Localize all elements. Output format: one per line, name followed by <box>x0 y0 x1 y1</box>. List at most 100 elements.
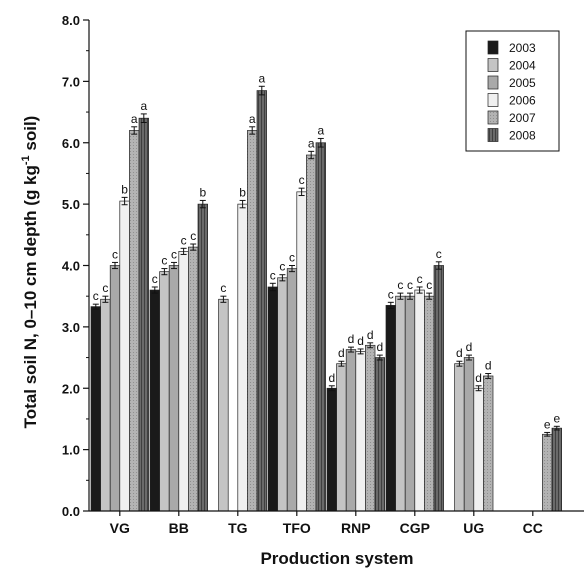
significance-letter: c <box>161 254 167 268</box>
y-tick-label: 0.0 <box>62 504 80 519</box>
x-axis-category-labels: VG BB TG TFO RNP CGP UG CC <box>110 511 543 536</box>
significance-letter: b <box>199 185 206 199</box>
significance-letter: c <box>220 281 226 295</box>
x-axis-title: Production system <box>260 549 413 568</box>
significance-letter: c <box>289 251 295 265</box>
y-tick-label: 3.0 <box>62 320 80 335</box>
legend-label-2008: 2008 <box>509 129 536 143</box>
bar-rnp-2003 <box>326 387 337 512</box>
significance-letter: d <box>357 334 364 348</box>
bar-bb-2003 <box>149 289 160 512</box>
significance-letter: d <box>367 328 374 342</box>
bar-cgp-2005 <box>404 295 416 512</box>
bar-rnp-2007 <box>365 344 376 512</box>
significance-letter: c <box>279 260 285 274</box>
y-tick-label: 7.0 <box>62 74 80 89</box>
bar-rnp-2005 <box>345 349 357 512</box>
bar-ug-2007 <box>483 375 494 512</box>
y-tick-label: 6.0 <box>62 136 80 151</box>
bar-vg-2005 <box>109 265 121 512</box>
y-axis-title-end: soil) <box>21 116 40 156</box>
bar-tg-2004 <box>218 298 229 512</box>
legend-swatch-2005 <box>487 75 499 90</box>
bar-tfo-2004 <box>277 277 288 512</box>
bar-tg-2006 <box>237 203 248 512</box>
y-axis-title-main: Total soil N, 0–10 cm depth (g kg <box>21 165 40 428</box>
significance-letter: c <box>93 289 99 303</box>
significance-letter: c <box>299 173 305 187</box>
y-tick-label: 5.0 <box>62 197 80 212</box>
bar-tg-2007 <box>247 130 258 512</box>
significance-letter: d <box>456 346 463 360</box>
x-tick-label-ug: UG <box>463 520 484 536</box>
legend-swatch-2003 <box>487 40 499 55</box>
bar-cc-2007 <box>542 433 553 512</box>
bar-rnp-2006 <box>355 351 366 512</box>
bar-vg-2008 <box>138 117 149 512</box>
significance-letter: c <box>190 229 196 243</box>
significance-letter: b <box>239 185 246 199</box>
y-axis-title: Total soil N, 0–10 cm depth (g kg-1 soil… <box>20 116 40 429</box>
legend: 2003 2004 2005 2006 2007 2008 <box>465 30 560 152</box>
y-tick-label: 8.0 <box>62 13 80 28</box>
significance-letter: a <box>140 99 147 113</box>
bar-cgp-2004 <box>395 295 406 512</box>
legend-box <box>465 30 560 152</box>
significance-letter: c <box>436 247 442 261</box>
significance-letter: a <box>131 112 138 126</box>
bar-cgp-2007 <box>424 295 435 512</box>
legend-swatch-2007 <box>487 110 499 125</box>
bar-vg-2006 <box>119 200 130 512</box>
bar-cgp-2003 <box>385 305 396 512</box>
significance-letter: b <box>121 182 128 196</box>
bar-tfo-2007 <box>306 154 317 512</box>
significance-letter: a <box>258 71 265 85</box>
bar-tg-2008 <box>256 90 267 512</box>
bar-bb-2007 <box>188 246 199 512</box>
bar-bb-2008 <box>197 203 208 512</box>
bar-bb-2004 <box>159 271 170 512</box>
significance-letter: e <box>553 411 560 425</box>
legend-label-2007: 2007 <box>509 111 536 125</box>
x-tick-label-tg: TG <box>228 520 248 536</box>
significance-letter: c <box>152 272 158 286</box>
y-axis-ticks: 0.0 1.0 2.0 3.0 4.0 5.0 6.0 7.0 8.0 <box>62 13 89 519</box>
legend-label-2006: 2006 <box>509 94 536 108</box>
bar-vg-2007 <box>129 130 140 512</box>
bar-cgp-2008 <box>433 265 444 512</box>
significance-letter: c <box>171 247 177 261</box>
legend-label-2003: 2003 <box>509 41 536 55</box>
x-tick-label-bb: BB <box>169 520 189 536</box>
significance-letter: c <box>270 268 276 282</box>
bar-tfo-2006 <box>296 191 307 512</box>
bar-tfo-2003 <box>267 286 278 512</box>
significance-letter: d <box>466 340 473 354</box>
significance-letter: c <box>397 278 403 292</box>
significance-letter: c <box>102 281 108 295</box>
significance-letter: c <box>407 278 413 292</box>
y-tick-label: 2.0 <box>62 381 80 396</box>
significance-letter: a <box>317 123 324 137</box>
significance-letter: d <box>328 371 335 385</box>
bars-layer <box>90 85 562 512</box>
legend-label-2004: 2004 <box>509 59 536 73</box>
legend-swatch-2006 <box>487 93 499 107</box>
x-tick-label-cgp: CGP <box>400 520 430 536</box>
legend-swatch-2004 <box>487 58 499 72</box>
bar-bb-2006 <box>178 251 189 512</box>
y-tick-label: 4.0 <box>62 259 80 274</box>
bar-ug-2006 <box>473 387 484 512</box>
significance-letter: c <box>181 233 187 247</box>
significance-letter: d <box>475 371 482 385</box>
x-tick-label-vg: VG <box>110 520 130 536</box>
bar-ug-2004 <box>454 363 465 512</box>
y-axis-title-unit-exponent: -1 <box>20 155 32 165</box>
significance-letter: a <box>249 112 256 126</box>
significance-letter: d <box>376 340 383 354</box>
bar-vg-2003 <box>90 306 101 512</box>
x-tick-label-rnp: RNP <box>341 520 371 536</box>
significance-letter: c <box>417 272 423 286</box>
significance-letter: d <box>348 332 355 346</box>
